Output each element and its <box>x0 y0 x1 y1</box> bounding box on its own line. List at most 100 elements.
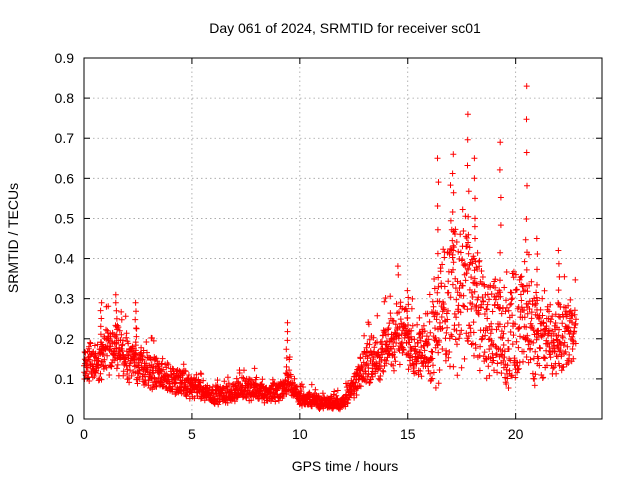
data-point <box>438 314 445 320</box>
data-point <box>393 300 400 307</box>
data-point <box>494 360 501 367</box>
data-point <box>555 287 562 294</box>
data-point <box>466 322 473 329</box>
data-point <box>259 376 266 383</box>
data-point <box>487 330 494 337</box>
data-point <box>132 350 139 357</box>
data-point <box>560 342 567 349</box>
data-point <box>394 263 401 270</box>
data-point <box>482 332 489 339</box>
data-point <box>374 312 381 319</box>
data-point <box>283 391 290 398</box>
data-point <box>386 320 393 327</box>
data-point <box>430 362 436 369</box>
data-point <box>464 162 471 169</box>
data-point <box>98 339 105 346</box>
data-point <box>404 308 411 315</box>
data-point <box>547 301 554 308</box>
data-point <box>449 209 456 215</box>
data-point <box>283 355 290 361</box>
data-point <box>523 266 530 273</box>
data-point <box>123 330 130 337</box>
data-point <box>450 266 456 273</box>
data-point <box>534 328 541 335</box>
data-point <box>283 346 290 353</box>
data-point <box>98 376 105 383</box>
data-point <box>436 367 443 373</box>
data-point <box>471 175 478 182</box>
data-point <box>180 361 187 368</box>
data-point <box>298 388 305 395</box>
data-point <box>501 284 508 291</box>
data-point <box>497 277 503 284</box>
data-point <box>472 215 478 222</box>
data-point <box>418 373 425 380</box>
data-point <box>498 370 505 377</box>
data-point <box>531 295 538 302</box>
data-point <box>536 362 543 369</box>
data-point <box>471 155 478 162</box>
data-point <box>521 307 528 314</box>
data-point <box>100 351 107 357</box>
data-point <box>503 366 510 373</box>
x-tick-label: 15 <box>400 426 416 442</box>
data-point <box>435 179 442 186</box>
data-point <box>383 357 390 364</box>
data-point <box>571 307 578 314</box>
data-point <box>224 399 231 406</box>
data-point <box>413 358 420 365</box>
data-point <box>471 288 478 295</box>
data-point <box>465 265 472 272</box>
data-point <box>98 315 105 322</box>
data-point <box>164 372 171 379</box>
data-point <box>555 332 562 339</box>
data-point <box>556 326 562 333</box>
data-point <box>113 307 120 314</box>
data-point <box>500 357 507 364</box>
data-point <box>543 337 550 344</box>
data-point <box>357 355 364 362</box>
data-point <box>424 341 431 348</box>
data-point <box>457 249 464 256</box>
data-point <box>366 380 373 386</box>
data-point <box>380 348 387 355</box>
data-point <box>531 375 538 382</box>
data-point <box>434 298 441 305</box>
data-point <box>136 376 143 383</box>
data-point <box>460 292 467 299</box>
data-point <box>470 329 477 336</box>
data-point <box>524 332 531 339</box>
data-point <box>425 336 432 343</box>
data-point <box>509 341 516 348</box>
data-point <box>405 294 412 301</box>
data-point <box>391 367 397 374</box>
y-tick-label: 0.8 <box>55 90 75 106</box>
data-point <box>391 349 398 356</box>
data-point <box>548 316 555 323</box>
data-point <box>534 251 541 257</box>
data-point <box>522 236 529 243</box>
data-point <box>512 374 519 381</box>
data-point <box>312 386 319 393</box>
data-point <box>489 308 496 315</box>
data-point <box>405 322 411 328</box>
data-point <box>559 320 566 327</box>
data-point <box>523 216 530 222</box>
data-point <box>427 329 434 336</box>
data-point <box>566 351 573 358</box>
data-point <box>434 155 441 162</box>
data-points <box>81 83 579 413</box>
data-point <box>486 372 493 379</box>
grid <box>84 58 602 419</box>
data-point <box>248 397 255 404</box>
data-point <box>508 373 514 380</box>
data-point <box>516 276 523 283</box>
data-point <box>513 286 520 293</box>
data-point <box>408 333 414 340</box>
data-point <box>248 377 255 384</box>
data-point <box>221 378 228 385</box>
data-point <box>553 370 560 377</box>
data-point <box>390 362 397 369</box>
data-point <box>534 297 541 304</box>
data-point <box>443 329 450 336</box>
